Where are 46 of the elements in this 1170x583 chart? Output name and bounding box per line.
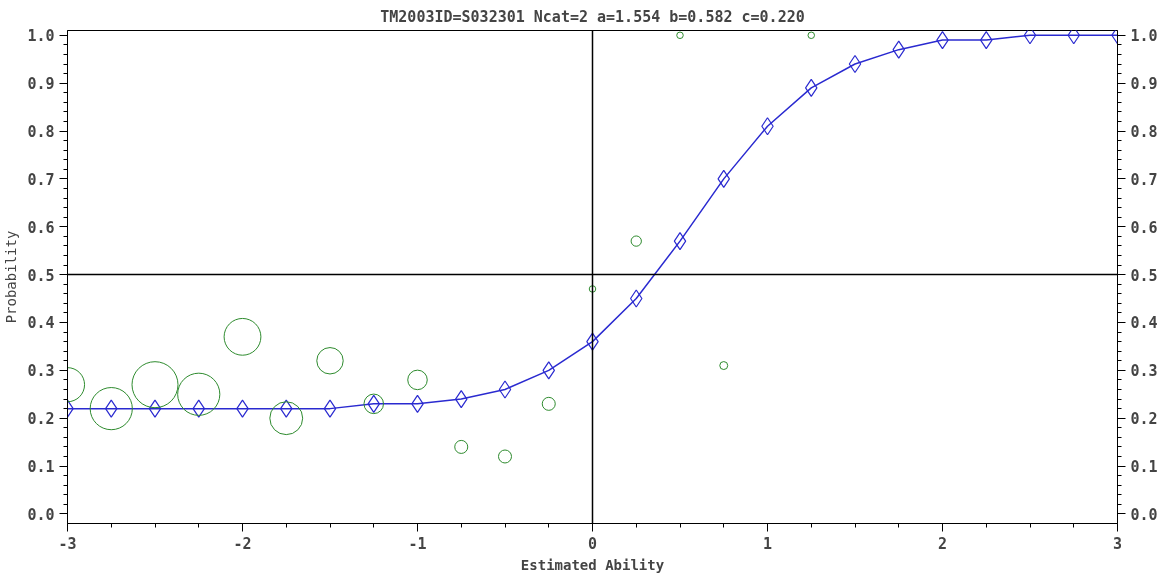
chart-title: TM2003ID=S032301 Ncat=2 a=1.554 b=0.582 c=0.220: [380, 7, 805, 26]
point: [323, 399, 337, 418]
point: [192, 399, 206, 418]
x-tick-label: 1: [762, 534, 773, 553]
point: [542, 361, 556, 380]
y2-tick-label: 0.1: [1130, 458, 1158, 477]
y2-tick-label: 0.7: [1130, 170, 1158, 189]
y-tick-label: 0.6: [27, 218, 55, 237]
point: [148, 399, 162, 418]
y-tick-label: 0.5: [27, 266, 55, 285]
y2-tick-label: 0.8: [1130, 123, 1158, 142]
point: [979, 30, 993, 50]
y-tick-label: 1.0: [27, 27, 55, 46]
y-tick-label: 0.3: [27, 362, 55, 381]
y-axis-title: Probability: [3, 230, 20, 324]
point: [804, 78, 818, 98]
y-tick-label: 0.4: [27, 314, 55, 333]
y2-tick-label: 0.4: [1130, 314, 1158, 333]
y-tick-label: 0.8: [27, 123, 55, 142]
y2-tick-label: 0.3: [1130, 362, 1158, 381]
x-tick-label: 0: [587, 534, 598, 553]
y2-tick-label: 0.9: [1130, 75, 1158, 94]
point: [629, 289, 643, 308]
y2-tick-label: 1.0: [1130, 27, 1158, 46]
point: [673, 232, 687, 251]
y-tick-label: 0.7: [27, 170, 55, 189]
x-tick-label: -2: [233, 534, 252, 553]
point: [848, 54, 862, 74]
y-tick-label: 0.9: [27, 75, 55, 94]
x-tick-label: 2: [937, 534, 948, 553]
y-tick-label: 0.2: [27, 410, 55, 429]
point: [454, 389, 468, 409]
point: [279, 399, 293, 418]
x-tick-label: -1: [408, 534, 427, 553]
y2-tick-label: 0.6: [1130, 218, 1158, 237]
y2-tick-label: 0.2: [1130, 410, 1158, 429]
y2-tick-label: 0.0: [1130, 505, 1158, 524]
x-axis-title: Estimated Ability: [520, 556, 665, 573]
point: [717, 169, 731, 188]
x-tick-label: -3: [58, 534, 77, 553]
point: [498, 380, 512, 399]
y-tick-label: 0.1: [27, 458, 55, 477]
y-tick-label: 0.0: [27, 505, 55, 524]
point: [892, 40, 906, 59]
x-tick-label: 3: [1112, 534, 1123, 553]
y2-tick-label: 0.5: [1130, 266, 1158, 285]
